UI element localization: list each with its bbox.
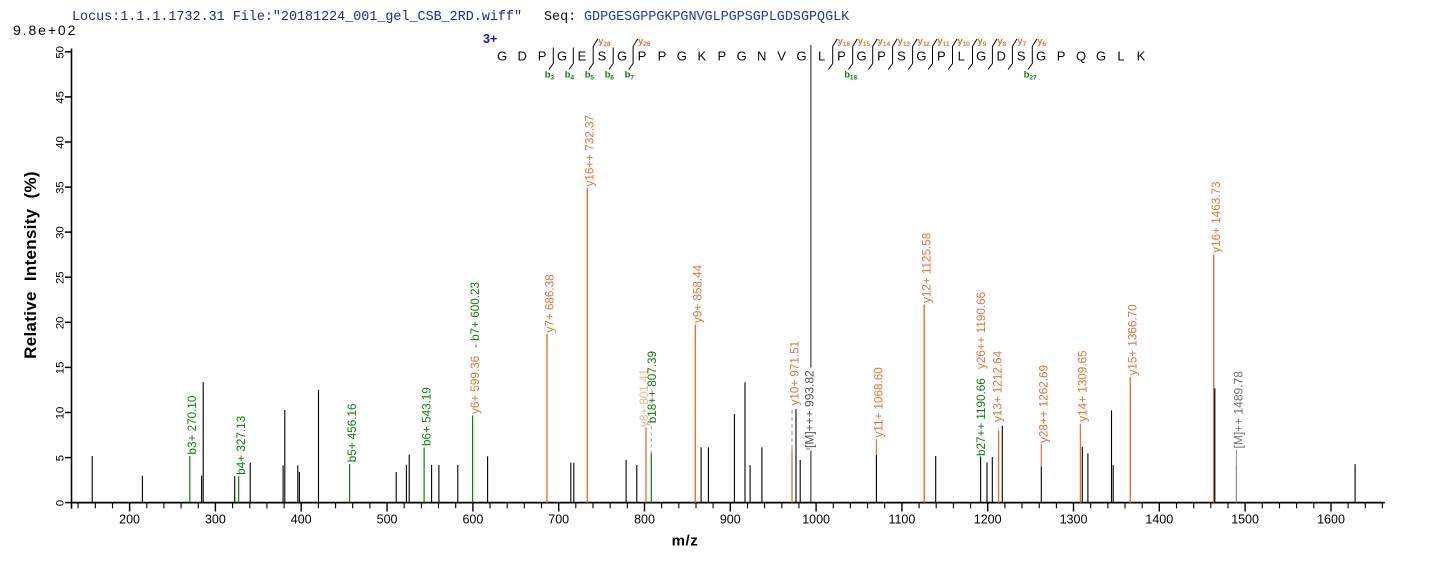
svg-text:G: G — [797, 48, 807, 63]
svg-text:25: 25 — [54, 271, 66, 284]
svg-text:G: G — [916, 48, 926, 63]
svg-text:600: 600 — [462, 513, 483, 527]
svg-text:G: G — [737, 48, 747, 63]
svg-text:1600: 1600 — [1317, 513, 1345, 527]
svg-text:y6+ 599.36: y6+ 599.36 — [469, 356, 482, 414]
svg-text:y28++ 1262.69: y28++ 1262.69 — [1038, 365, 1051, 443]
svg-text:P: P — [1057, 48, 1066, 63]
svg-text:b18++ 807.39: b18++ 807.39 — [646, 351, 659, 423]
svg-text:0: 0 — [54, 500, 66, 506]
svg-text:G: G — [1096, 48, 1106, 63]
svg-text:y10+ 971.51: y10+ 971.51 — [788, 341, 801, 406]
svg-text:[M]+++ 993.82: [M]+++ 993.82 — [802, 370, 816, 448]
svg-text:400: 400 — [291, 513, 312, 527]
svg-text:y16++ 732.37: y16++ 732.37 — [584, 115, 597, 187]
svg-text:1300: 1300 — [1060, 513, 1088, 527]
svg-text:b4+ 327.13: b4+ 327.13 — [235, 416, 248, 475]
svg-text:1000: 1000 — [802, 513, 830, 527]
svg-text:3+: 3+ — [483, 32, 497, 46]
svg-text:y8+ 801.41: y8+ 801.41 — [638, 369, 651, 427]
svg-text:P: P — [638, 48, 647, 63]
svg-text:[M]++ 1489.78: [M]++ 1489.78 — [1232, 371, 1246, 449]
svg-text:P: P — [877, 48, 886, 63]
svg-text:m/z: m/z — [672, 533, 699, 550]
svg-text:L: L — [958, 48, 965, 63]
svg-text:y14+ 1309.65: y14+ 1309.65 — [1077, 350, 1090, 422]
svg-text:1200: 1200 — [974, 513, 1002, 527]
svg-text:200: 200 — [119, 513, 140, 527]
svg-text:Q: Q — [1076, 48, 1086, 63]
svg-text:b5+ 456.16: b5+ 456.16 — [346, 403, 359, 462]
svg-text:30: 30 — [54, 226, 66, 239]
svg-text:Relative Intensity (%): Relative Intensity (%) — [21, 171, 40, 359]
svg-text:b6: b6 — [605, 69, 615, 82]
svg-text:y16+ 1463.73: y16+ 1463.73 — [1210, 182, 1223, 253]
svg-text:E: E — [578, 48, 587, 63]
svg-text:y6: y6 — [1037, 35, 1046, 48]
svg-text:40: 40 — [54, 136, 66, 149]
svg-text:G: G — [617, 48, 627, 63]
svg-text:G: G — [976, 48, 986, 63]
svg-text:P: P — [717, 48, 726, 63]
svg-text:900: 900 — [720, 513, 741, 527]
svg-text:Locus:1.1.1.1732.31 File:"2018: Locus:1.1.1.1732.31 File:"20181224_001_g… — [72, 10, 522, 25]
svg-text:P: P — [837, 48, 846, 63]
svg-text:b7: b7 — [625, 69, 635, 82]
svg-text:P: P — [937, 48, 946, 63]
svg-text:1100: 1100 — [888, 513, 915, 527]
svg-text:y26++ 1190.66: y26++ 1190.66 — [975, 292, 988, 369]
svg-text:700: 700 — [548, 513, 569, 527]
svg-text:50: 50 — [54, 46, 66, 59]
svg-text:y9: y9 — [978, 35, 987, 48]
svg-text:15: 15 — [54, 362, 66, 375]
svg-text:K: K — [697, 48, 706, 63]
svg-text:K: K — [1137, 48, 1146, 63]
svg-text:500: 500 — [377, 513, 398, 527]
svg-text:P: P — [658, 48, 667, 63]
svg-text:Seq:: Seq: — [544, 10, 576, 25]
svg-text:L: L — [818, 48, 825, 63]
svg-text:b6+ 543.19: b6+ 543.19 — [420, 387, 433, 446]
svg-text:b5: b5 — [585, 69, 595, 82]
svg-text:G: G — [497, 48, 507, 63]
svg-text:y13+ 1212.64: y13+ 1212.64 — [991, 350, 1004, 422]
svg-text:G: G — [856, 48, 866, 63]
svg-text:b3: b3 — [545, 69, 555, 82]
svg-text:5: 5 — [54, 455, 66, 461]
svg-text:P: P — [538, 48, 547, 63]
svg-text:1500: 1500 — [1231, 513, 1259, 527]
svg-text:y12+ 1125.58: y12+ 1125.58 — [921, 233, 934, 303]
svg-text:b27++ 1190.66: b27++ 1190.66 — [975, 378, 988, 456]
svg-text:S: S — [897, 48, 906, 63]
svg-text:300: 300 — [205, 513, 226, 527]
svg-text:S: S — [1017, 48, 1026, 63]
svg-text:1400: 1400 — [1145, 513, 1173, 527]
svg-text:y9+ 858.44: y9+ 858.44 — [692, 264, 705, 323]
svg-text:y15+ 1366.70: y15+ 1366.70 — [1127, 304, 1140, 376]
svg-text:y11+ 1068.60: y11+ 1068.60 — [873, 367, 886, 438]
svg-text:y7: y7 — [1017, 35, 1026, 48]
svg-text:D: D — [518, 48, 527, 63]
svg-text:b4: b4 — [565, 69, 575, 82]
svg-text:D: D — [997, 48, 1006, 63]
svg-text:G: G — [1036, 48, 1046, 63]
svg-text:10: 10 — [54, 407, 66, 420]
svg-text:N: N — [757, 48, 766, 63]
svg-text:9.8e+02: 9.8e+02 — [13, 22, 77, 38]
svg-text:- b7+ 600.23: - b7+ 600.23 — [469, 282, 482, 348]
svg-text:y7+ 686.38: y7+ 686.38 — [543, 274, 556, 332]
svg-text:b3+ 270.10: b3+ 270.10 — [186, 395, 199, 454]
svg-text:V: V — [777, 48, 786, 63]
svg-text:y8: y8 — [997, 35, 1006, 48]
svg-text:G: G — [557, 48, 567, 63]
svg-text:35: 35 — [54, 181, 66, 194]
svg-text:800: 800 — [634, 513, 655, 527]
svg-text:S: S — [598, 48, 607, 63]
svg-text:20: 20 — [54, 317, 66, 330]
svg-text:G: G — [677, 48, 687, 63]
svg-text:GDPGESGPPGKPGNVGLPGPSGPLGDSGPQ: GDPGESGPPGKPGNVGLPGPSGPLGDSGPQGLK — [584, 10, 850, 25]
svg-text:L: L — [1117, 48, 1124, 63]
svg-text:45: 45 — [54, 91, 66, 104]
